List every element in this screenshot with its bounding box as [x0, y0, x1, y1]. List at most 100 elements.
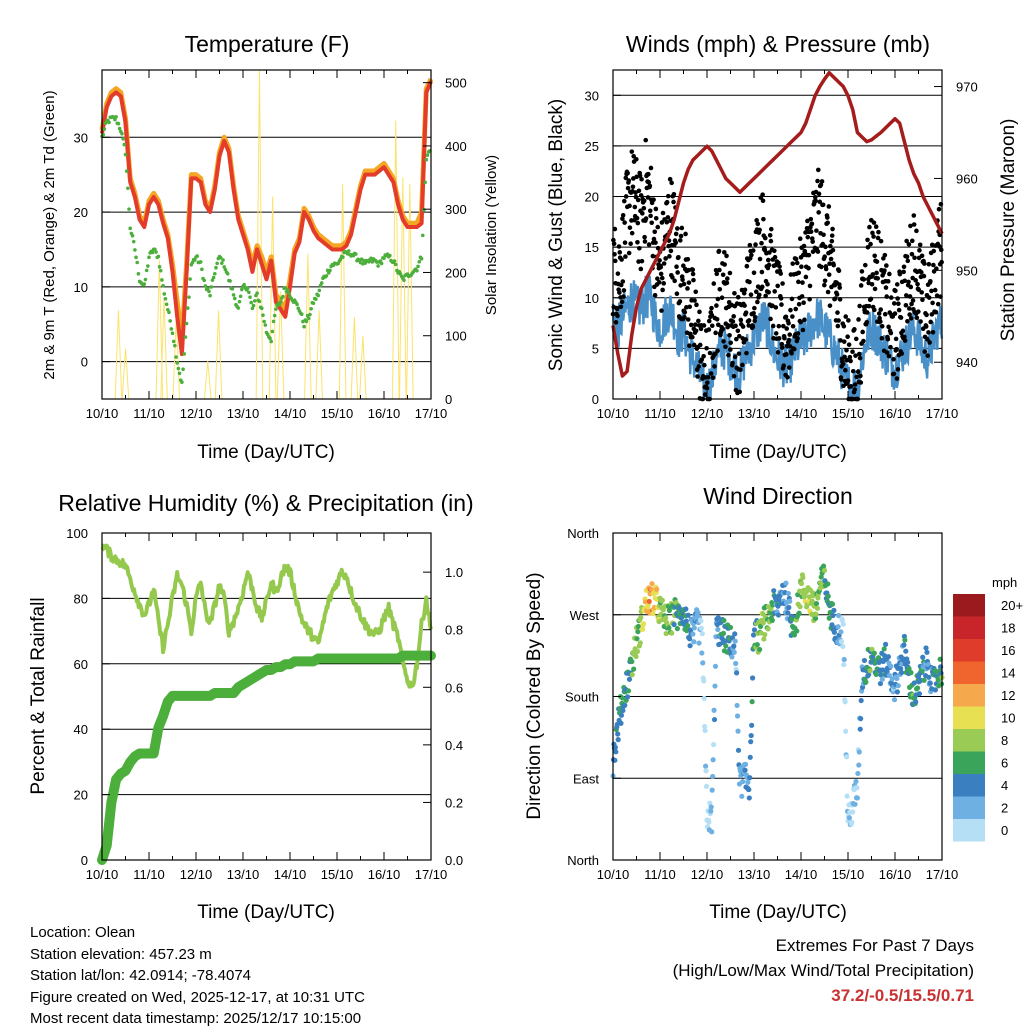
gust-point — [731, 314, 736, 319]
gust-point — [620, 279, 626, 284]
gust-point — [736, 351, 742, 356]
left-y-tick-label: 20 — [585, 190, 599, 205]
gust-point — [763, 293, 768, 299]
direction-point — [895, 683, 901, 689]
gust-point — [932, 287, 938, 293]
gust-point — [716, 248, 722, 254]
gust-point — [744, 350, 749, 356]
gust-point — [916, 309, 921, 314]
direction-point — [841, 656, 847, 663]
gust-point — [708, 371, 714, 376]
gust-point — [902, 338, 908, 343]
extremes-title: Extremes For Past 7 Days — [775, 936, 974, 955]
gust-point — [765, 282, 770, 287]
dewpoint-point — [181, 367, 185, 372]
gust-point — [874, 259, 880, 264]
dewpoint-point — [195, 254, 199, 258]
direction-point — [765, 626, 771, 632]
dewpoint-point — [162, 292, 167, 296]
gust-point — [783, 314, 789, 320]
gust-point — [682, 314, 687, 320]
direction-point — [856, 749, 862, 755]
humidity-xlabel: Time (Day/UTC) — [197, 902, 335, 923]
gust-point — [822, 254, 827, 260]
solar-insolation-spike — [338, 183, 347, 400]
direction-point — [723, 643, 729, 649]
dewpoint-point — [102, 127, 107, 131]
gust-point — [864, 310, 870, 315]
gust-point — [846, 342, 852, 347]
direction-point — [671, 621, 677, 628]
direction-point — [927, 680, 933, 686]
dewpoint-point — [143, 277, 148, 282]
gust-point — [888, 330, 894, 336]
dewpoint-point — [423, 180, 427, 185]
gust-point — [914, 315, 920, 321]
gust-point — [844, 357, 850, 363]
gust-point — [837, 285, 843, 290]
gust-point — [653, 240, 658, 245]
dewpoint-point — [222, 265, 226, 269]
humidity-plot-frame — [101, 532, 432, 861]
gust-point — [671, 199, 676, 205]
gust-point — [900, 328, 906, 334]
direction-point — [695, 610, 701, 616]
gust-point — [724, 280, 730, 286]
gust-point — [902, 334, 907, 340]
dewpoint-point — [388, 253, 392, 258]
gust-point — [668, 248, 674, 254]
gust-point — [626, 250, 632, 256]
x-tick-label: 13/10 — [227, 406, 260, 421]
gust-point — [701, 353, 706, 359]
direction-point — [849, 819, 855, 825]
direction-point — [846, 815, 853, 821]
gust-point — [911, 213, 917, 218]
solar-insolation-spike — [214, 310, 223, 400]
direction-point — [911, 680, 917, 686]
dewpoint-point — [121, 137, 125, 141]
direction-point — [742, 767, 748, 773]
gust-point — [752, 314, 758, 320]
gust-point — [653, 206, 659, 212]
gust-point — [621, 294, 626, 299]
gust-point — [885, 279, 891, 284]
gust-point — [693, 328, 699, 334]
gust-point — [826, 204, 832, 209]
direction-point — [732, 631, 738, 637]
gust-point — [751, 310, 756, 316]
x-tick-label: 13/10 — [738, 406, 771, 421]
left-y-tick-label: North — [567, 526, 599, 541]
gust-point — [613, 320, 619, 325]
direction-point — [615, 737, 621, 743]
dewpoint-point — [113, 117, 117, 122]
gust-point — [938, 247, 944, 253]
x-tick-label: 12/10 — [180, 406, 213, 421]
direction-point — [902, 637, 908, 643]
direction-point — [733, 660, 739, 667]
direction-ylabel: Direction (Colored By Speed) — [524, 572, 545, 819]
dewpoint-point — [392, 259, 397, 263]
direction-point — [638, 614, 644, 621]
dewpoint-point — [171, 339, 176, 344]
gust-point — [894, 376, 900, 381]
x-tick-label: 17/10 — [926, 406, 959, 421]
direction-point — [640, 626, 646, 632]
direction-point — [843, 728, 849, 734]
dewpoint-point — [126, 186, 130, 191]
gust-point — [825, 289, 831, 295]
gust-point — [780, 281, 785, 286]
x-tick-label: 16/10 — [368, 406, 401, 421]
colorbar-tick-label: 16 — [1001, 643, 1015, 658]
gust-point — [753, 289, 759, 295]
winds-series — [610, 71, 944, 402]
gust-point — [750, 324, 756, 330]
dewpoint-point — [417, 259, 422, 264]
gust-point — [683, 231, 688, 237]
gust-point — [907, 294, 913, 299]
gust-point — [615, 313, 620, 319]
gust-point — [641, 205, 647, 211]
x-tick-label: 10/10 — [86, 406, 119, 421]
dewpoint-point — [183, 335, 188, 339]
gust-point — [888, 344, 893, 350]
gust-point — [875, 276, 881, 281]
